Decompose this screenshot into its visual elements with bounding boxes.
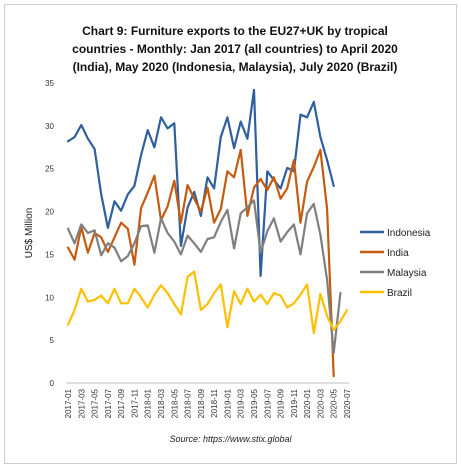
legend-label-malaysia: Malaysia: [387, 268, 427, 279]
legend-label-brazil: Brazil: [387, 288, 412, 299]
x-tick-label: 2020-01: [303, 388, 312, 418]
x-tick-label: 2018-01: [144, 388, 153, 418]
x-tick-label: 2019-11: [290, 388, 299, 417]
y-tick-label: 35: [45, 79, 54, 88]
x-tick-label: 2018-09: [197, 388, 206, 418]
x-tick-label: 2017-05: [91, 388, 100, 418]
chart-title: Chart 9: Furniture exports to the EU27+U…: [40, 22, 430, 76]
x-tick-label: 2017-07: [104, 388, 113, 418]
series-line-india: [66, 148, 335, 378]
x-tick-label: 2020-05: [330, 388, 339, 418]
y-tick-label: 10: [45, 293, 54, 302]
title-line-3: (India), May 2020 (Indonesia, Malaysia),…: [72, 60, 398, 74]
x-tick-label: 2020-03: [316, 388, 325, 418]
series-lines: [66, 88, 349, 378]
y-tick-label: 20: [45, 208, 54, 217]
y-axis: 0 5 10 15 20 25 30 35: [45, 79, 54, 388]
y-tick-label: 5: [50, 336, 55, 345]
y-tick-label: 0: [50, 379, 55, 388]
legend-label-indonesia: Indonesia: [387, 228, 431, 239]
y-tick-label: 15: [45, 250, 54, 259]
x-tick-label: 2019-05: [250, 388, 259, 418]
series-line-malaysia: [66, 199, 342, 355]
x-tick-label: 2017-03: [77, 388, 86, 418]
y-tick-label: 25: [45, 165, 54, 174]
series-line-brazil: [66, 270, 349, 335]
x-tick-label: 2017-01: [64, 388, 73, 418]
series-line-indonesia: [66, 88, 335, 277]
x-tick-label: 2018-07: [184, 388, 193, 418]
y-axis-title: US$ Million: [24, 208, 35, 259]
title-line-1: Chart 9: Furniture exports to the EU27+U…: [82, 24, 388, 38]
x-tick-label: 2019-03: [237, 388, 246, 418]
x-tick-label: 2018-11: [210, 388, 219, 417]
y-tick-label: 30: [45, 122, 54, 131]
x-tick-label: 2018-03: [157, 388, 166, 418]
legend: Indonesia India Malaysia Brazil: [360, 228, 431, 299]
x-tick-label: 2019-07: [263, 388, 272, 418]
legend-label-india: India: [387, 248, 409, 259]
source-note: Source: https://www.stix.global: [169, 434, 292, 444]
x-tick-label: 2017-11: [130, 388, 139, 417]
x-axis: 2017-01 2017-03 2017-05 2017-07 2017-09 2017-…: [64, 382, 352, 418]
x-tick-label: 2017-09: [117, 388, 126, 418]
title-line-2: countries - Monthly: Jan 2017 (all count…: [72, 42, 398, 56]
x-tick-label: 2018-05: [170, 388, 179, 418]
x-tick-label: 2019-09: [277, 388, 286, 418]
x-tick-label: 2020-07: [343, 388, 352, 418]
x-tick-label: 2019-01: [223, 388, 232, 418]
